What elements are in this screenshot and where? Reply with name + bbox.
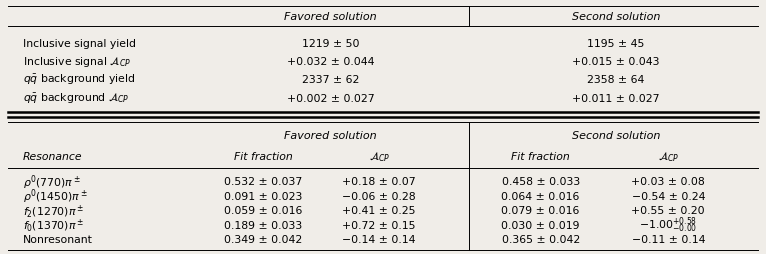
Text: −0.11 ± 0.14: −0.11 ± 0.14 [631,234,705,244]
Text: +0.032 ± 0.044: +0.032 ± 0.044 [286,56,375,66]
Text: +0.015 ± 0.043: +0.015 ± 0.043 [572,56,660,66]
Text: Second solution: Second solution [571,131,660,141]
Text: Fit fraction: Fit fraction [511,151,570,161]
Text: 0.059 ± 0.016: 0.059 ± 0.016 [224,205,302,215]
Text: 1219 ± 50: 1219 ± 50 [302,39,359,49]
Text: Fit fraction: Fit fraction [234,151,293,161]
Text: $q\bar{q}$ background yield: $q\bar{q}$ background yield [23,73,135,87]
Text: Inclusive signal $\mathcal{A}_{CP}$: Inclusive signal $\mathcal{A}_{CP}$ [23,54,131,68]
Text: 0.030 ± 0.019: 0.030 ± 0.019 [502,220,580,230]
Text: Favored solution: Favored solution [284,12,377,22]
Text: Inclusive signal yield: Inclusive signal yield [23,39,136,49]
Text: 0.349 ± 0.042: 0.349 ± 0.042 [224,234,302,244]
Text: +0.002 ± 0.027: +0.002 ± 0.027 [286,94,375,104]
Text: 0.064 ± 0.016: 0.064 ± 0.016 [502,191,580,201]
Text: $f_0(1370)\pi^\pm$: $f_0(1370)\pi^\pm$ [23,216,84,233]
Text: Second solution: Second solution [571,12,660,22]
Text: +0.55 ± 0.20: +0.55 ± 0.20 [631,205,705,215]
Text: 2358 ± 64: 2358 ± 64 [587,75,644,85]
Text: 1195 ± 45: 1195 ± 45 [587,39,644,49]
Text: 0.091 ± 0.023: 0.091 ± 0.023 [224,191,302,201]
Text: Favored solution: Favored solution [284,131,377,141]
Text: $\mathcal{A}_{CP}$: $\mathcal{A}_{CP}$ [368,149,390,163]
Text: +0.72 ± 0.15: +0.72 ± 0.15 [342,220,416,230]
Text: 0.079 ± 0.016: 0.079 ± 0.016 [502,205,580,215]
Text: $\rho^0(770)\pi^\pm$: $\rho^0(770)\pi^\pm$ [23,172,80,191]
Text: 0.458 ± 0.033: 0.458 ± 0.033 [502,177,580,187]
Text: 0.532 ± 0.037: 0.532 ± 0.037 [224,177,302,187]
Text: +0.03 ± 0.08: +0.03 ± 0.08 [631,177,705,187]
Text: $\rho^0(1450)\pi^\pm$: $\rho^0(1450)\pi^\pm$ [23,187,87,205]
Text: +0.41 ± 0.25: +0.41 ± 0.25 [342,205,416,215]
Text: Resonance: Resonance [23,151,82,161]
Text: $-1.00^{+0.58}_{-0.00}$: $-1.00^{+0.58}_{-0.00}$ [639,215,697,234]
Text: +0.011 ± 0.027: +0.011 ± 0.027 [572,94,660,104]
Text: $\mathcal{A}_{CP}$: $\mathcal{A}_{CP}$ [658,149,679,163]
Text: −0.14 ± 0.14: −0.14 ± 0.14 [342,234,416,244]
Text: 0.365 ± 0.042: 0.365 ± 0.042 [502,234,580,244]
Text: −0.06 ± 0.28: −0.06 ± 0.28 [342,191,416,201]
Text: 0.189 ± 0.033: 0.189 ± 0.033 [224,220,302,230]
Text: +0.18 ± 0.07: +0.18 ± 0.07 [342,177,416,187]
Text: −0.54 ± 0.24: −0.54 ± 0.24 [631,191,705,201]
Text: $f_2(1270)\pi^\pm$: $f_2(1270)\pi^\pm$ [23,202,84,219]
Text: $q\bar{q}$ background $\mathcal{A}_{CP}$: $q\bar{q}$ background $\mathcal{A}_{CP}$ [23,92,129,106]
Text: Nonresonant: Nonresonant [23,234,93,244]
Text: 2337 ± 62: 2337 ± 62 [302,75,359,85]
